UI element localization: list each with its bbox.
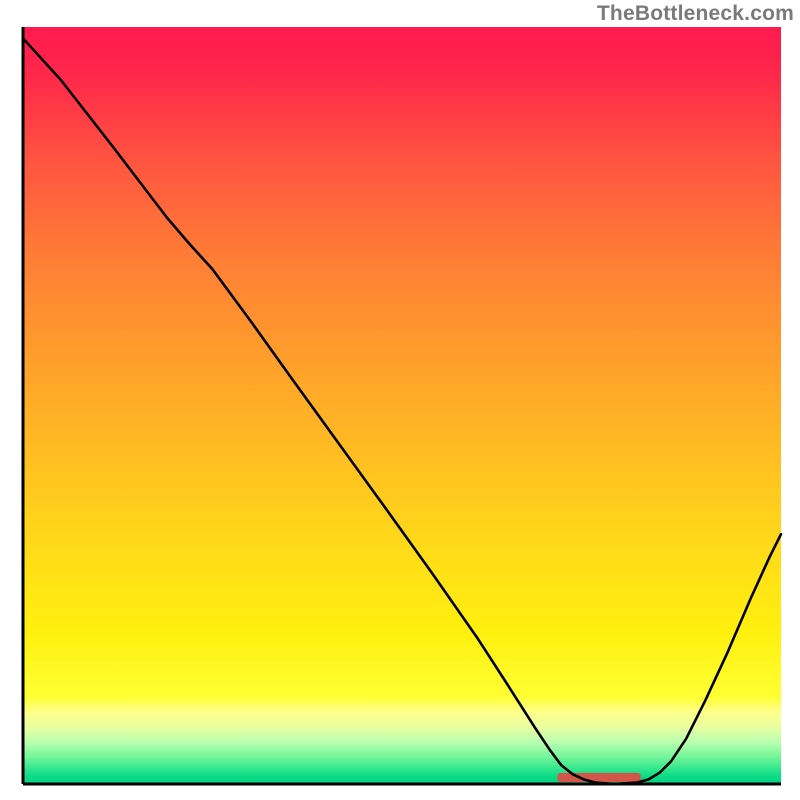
bottleneck-chart <box>0 0 783 786</box>
chart-container: TheBottleneck.com <box>0 0 800 800</box>
